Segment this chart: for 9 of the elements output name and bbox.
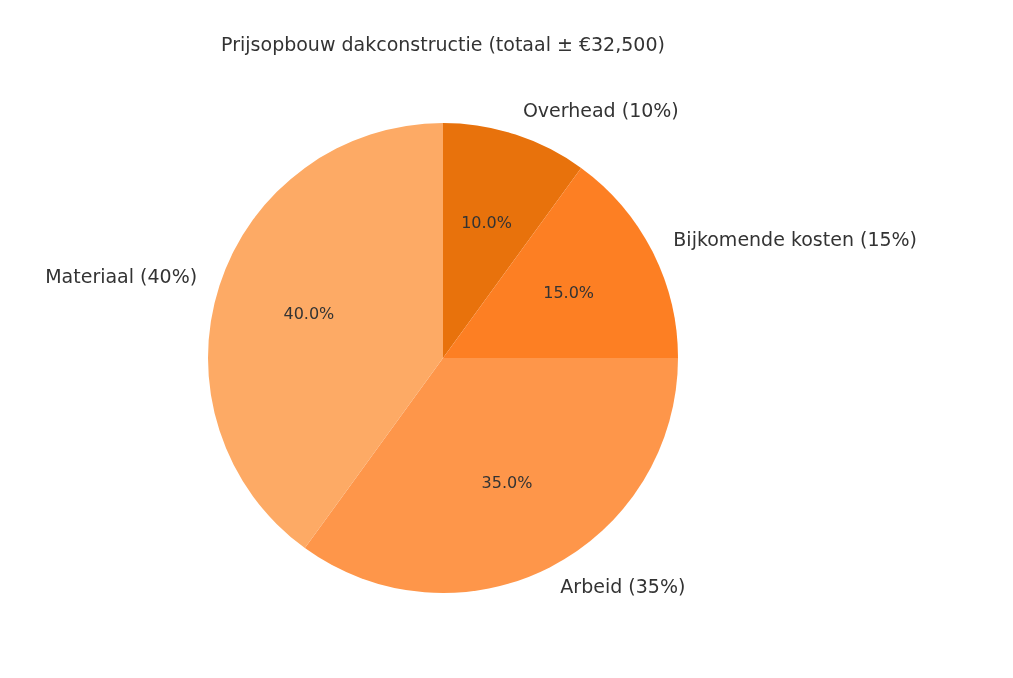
- slice-label: Overhead (10%): [522, 99, 679, 122]
- slice-label: Bijkomende kosten (15%): [673, 227, 918, 250]
- data-label: 35.0%: [481, 472, 533, 492]
- slice-label: Materiaal (40%): [45, 265, 198, 288]
- data-label: 15.0%: [543, 283, 595, 303]
- data-label: 10.0%: [461, 213, 512, 233]
- chart-title: Prijsopbouw dakconstructie (totaal ± €32,500): [221, 32, 665, 55]
- data-label: 40.0%: [283, 303, 335, 323]
- slice-label: Arbeid (35%): [560, 575, 686, 598]
